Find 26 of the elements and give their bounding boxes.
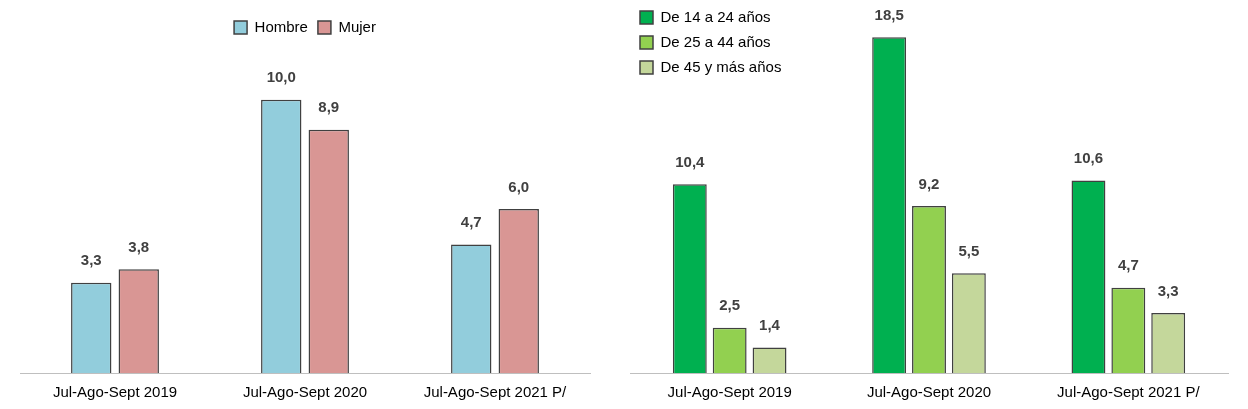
data-label: 3,8 xyxy=(128,237,150,255)
x-tick-label: Jul-Ago-Sept 2019 xyxy=(52,383,178,401)
x-tick-label: Jul-Ago-Sept 2021 P/ xyxy=(1057,383,1201,401)
x-tick-label: Jul-Ago-Sept 2020 xyxy=(866,383,992,401)
data-label: 4,7 xyxy=(460,213,482,231)
legend-label: De 25 a 44 años xyxy=(660,32,771,50)
data-label: 3,3 xyxy=(80,251,102,269)
data-label: 10,4 xyxy=(675,152,706,170)
data-label: 4,7 xyxy=(1117,256,1139,274)
data-label: 2,5 xyxy=(719,296,741,314)
x-tick-label: Jul-Ago-Sept 2019 xyxy=(667,383,792,401)
legend-label: De 45 y más años xyxy=(660,57,782,75)
data-label: 1,4 xyxy=(759,316,781,334)
legend-label: Hombre xyxy=(254,17,308,35)
legend-label: De 14 a 24 años xyxy=(660,7,771,25)
x-tick-label: Jul-Ago-Sept 2020 xyxy=(242,383,368,401)
data-label: 18,5 xyxy=(874,5,904,23)
data-label: 8,9 xyxy=(318,98,340,116)
data-label: 5,5 xyxy=(958,241,980,259)
legend-label: Mujer xyxy=(338,17,376,35)
data-label: 3,3 xyxy=(1157,281,1179,299)
data-label: 6,0 xyxy=(508,177,530,195)
x-tick-label: Jul-Ago-Sept 2021 P/ xyxy=(423,383,568,401)
data-label: 9,2 xyxy=(918,174,940,192)
data-label: 10,0 xyxy=(266,68,296,86)
data-label: 10,6 xyxy=(1073,149,1104,167)
